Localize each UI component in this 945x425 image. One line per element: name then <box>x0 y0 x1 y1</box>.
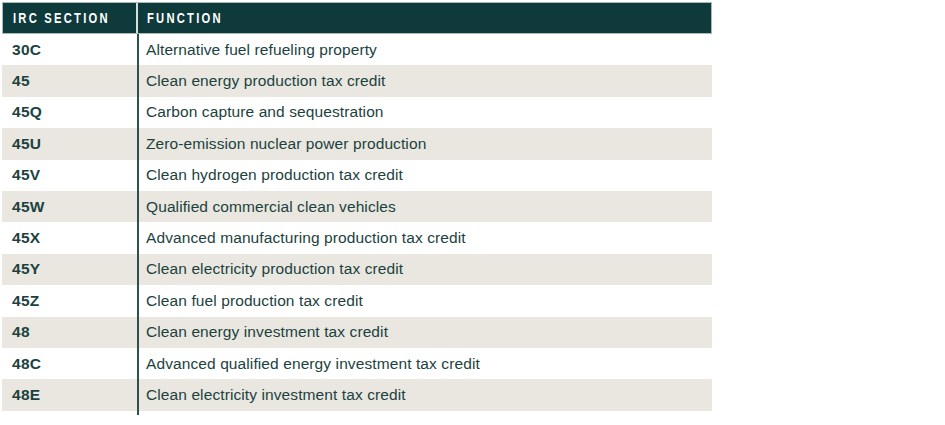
column-divider-line <box>137 34 139 415</box>
irc-section-cell: 45W <box>2 198 137 216</box>
irc-section-cell: 45Q <box>2 103 137 121</box>
irc-section-cell: 30C <box>2 41 137 59</box>
table-row: 45 Clean energy production tax credit <box>2 65 712 96</box>
column-header-function-label: FUNCTION <box>147 10 223 26</box>
function-cell: Qualified commercial clean vehicles <box>137 198 712 216</box>
column-header-function: FUNCTION <box>138 3 711 33</box>
function-cell: Advanced manufacturing production tax cr… <box>137 229 712 247</box>
column-header-irc-section-label: IRC SECTION <box>13 10 110 26</box>
function-cell: Advanced qualified energy investment tax… <box>137 355 712 373</box>
function-cell: Zero-emission nuclear power production <box>137 135 712 153</box>
table-row: 48C Advanced qualified energy investment… <box>2 348 712 379</box>
function-cell: Clean fuel production tax credit <box>137 292 712 310</box>
function-cell: Clean electricity production tax credit <box>137 260 712 278</box>
function-cell: Clean energy production tax credit <box>137 72 712 90</box>
function-cell: Alternative fuel refueling property <box>137 41 712 59</box>
table-row: 45Y Clean electricity production tax cre… <box>2 254 712 285</box>
table-row: 45Q Carbon capture and sequestration <box>2 97 712 128</box>
table-row: 30C Alternative fuel refueling property <box>2 34 712 65</box>
table-row: 45X Advanced manufacturing production ta… <box>2 222 712 253</box>
irc-section-cell: 48 <box>2 323 137 341</box>
function-cell: Carbon capture and sequestration <box>137 103 712 121</box>
table-row: 48 Clean energy investment tax credit <box>2 317 712 348</box>
irc-section-cell: 48C <box>2 355 137 373</box>
function-cell: Clean hydrogen production tax credit <box>137 166 712 184</box>
table-row: 48E Clean electricity investment tax cre… <box>2 379 712 410</box>
function-cell: Clean energy investment tax credit <box>137 323 712 341</box>
table-body: 30C Alternative fuel refueling property … <box>2 34 712 411</box>
irc-section-cell: 45 <box>2 72 137 90</box>
irc-section-cell: 45V <box>2 166 137 184</box>
irc-section-cell: 45Z <box>2 292 137 310</box>
table-row: 45V Clean hydrogen production tax credit <box>2 160 712 191</box>
table-row: 45U Zero-emission nuclear power producti… <box>2 128 712 159</box>
table-header-row: IRC SECTION FUNCTION <box>2 2 712 34</box>
function-cell: Clean electricity investment tax credit <box>137 386 712 404</box>
irc-section-cell: 45Y <box>2 260 137 278</box>
table-row: 45W Qualified commercial clean vehicles <box>2 191 712 222</box>
irc-section-cell: 45X <box>2 229 137 247</box>
irc-credits-table: IRC SECTION FUNCTION 30C Alternative fue… <box>2 2 712 411</box>
irc-section-cell: 48E <box>2 386 137 404</box>
table-row: 45Z Clean fuel production tax credit <box>2 285 712 316</box>
irc-section-cell: 45U <box>2 135 137 153</box>
column-header-irc-section: IRC SECTION <box>3 3 138 33</box>
